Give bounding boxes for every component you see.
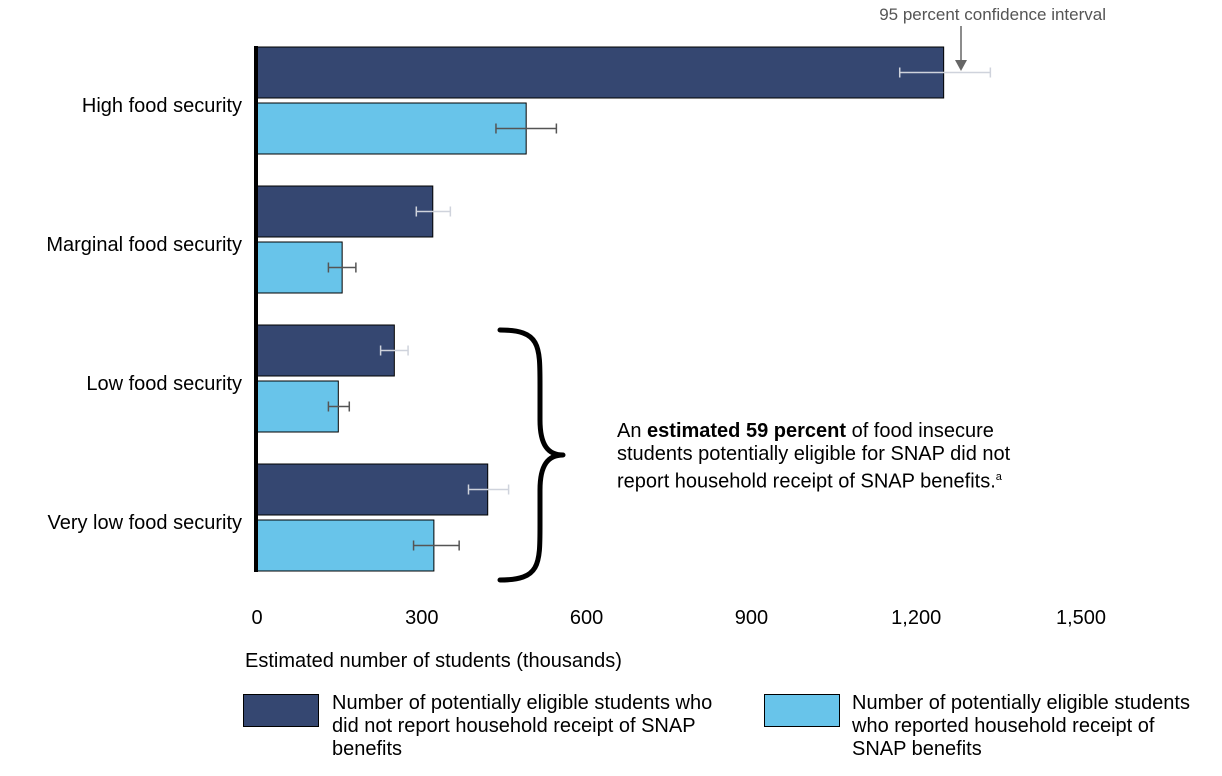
error-bar bbox=[327, 401, 351, 412]
bar-reported bbox=[256, 102, 527, 155]
bar-not-reported bbox=[256, 185, 434, 238]
error-bar bbox=[412, 540, 460, 551]
error-bar bbox=[495, 123, 558, 134]
error-bar bbox=[379, 345, 409, 356]
y-axis-labels: High food security Marginal food security… bbox=[46, 95, 242, 534]
callout-emphasis: estimated 59 percent bbox=[647, 420, 847, 442]
ci-arrow bbox=[955, 26, 967, 71]
error-bar bbox=[327, 262, 357, 273]
x-tick-label: 300 bbox=[405, 607, 438, 629]
x-tick-label: 0 bbox=[251, 607, 262, 629]
x-axis-label: Estimated number of students (thousands) bbox=[245, 650, 622, 672]
callout-text-start: An bbox=[617, 420, 648, 442]
legend-swatch-not-reported bbox=[243, 694, 319, 727]
bar-not-reported bbox=[256, 324, 395, 377]
callout-text: An estimated 59 percent of food insecure… bbox=[617, 420, 1057, 494]
x-axis-tick-labels: 0 300 600 900 1,200 1,500 bbox=[251, 607, 1106, 629]
curly-brace bbox=[497, 327, 566, 583]
x-tick-label: 1,200 bbox=[891, 607, 941, 629]
callout-footnote-marker: a bbox=[995, 471, 1002, 483]
bar-not-reported bbox=[256, 46, 945, 99]
x-tick-label: 1,500 bbox=[1056, 607, 1106, 629]
callout-text-end: of food insecure students potentially el… bbox=[617, 420, 1011, 493]
y-tick-label: Low food security bbox=[86, 373, 242, 395]
x-tick-label: 900 bbox=[735, 607, 768, 629]
y-tick-label: Marginal food security bbox=[46, 234, 242, 256]
error-bar bbox=[415, 206, 452, 217]
bar-reported bbox=[256, 380, 339, 433]
error-bar bbox=[898, 67, 992, 78]
bar-reported bbox=[256, 519, 435, 572]
y-tick-label: High food security bbox=[82, 95, 242, 117]
bars-group bbox=[256, 46, 945, 572]
ci-annotation: 95 percent confidence interval bbox=[879, 5, 1106, 24]
legend-label-not-reported: Number of potentially eligible students … bbox=[332, 692, 713, 760]
x-tick-label: 600 bbox=[570, 607, 603, 629]
bar-not-reported bbox=[256, 463, 489, 516]
error-bars-group bbox=[327, 67, 992, 551]
y-tick-label: Very low food security bbox=[47, 512, 242, 534]
legend-label-reported: Number of potentially eligible students … bbox=[852, 692, 1190, 760]
error-bar bbox=[467, 484, 510, 495]
legend-swatch-reported bbox=[764, 694, 840, 727]
